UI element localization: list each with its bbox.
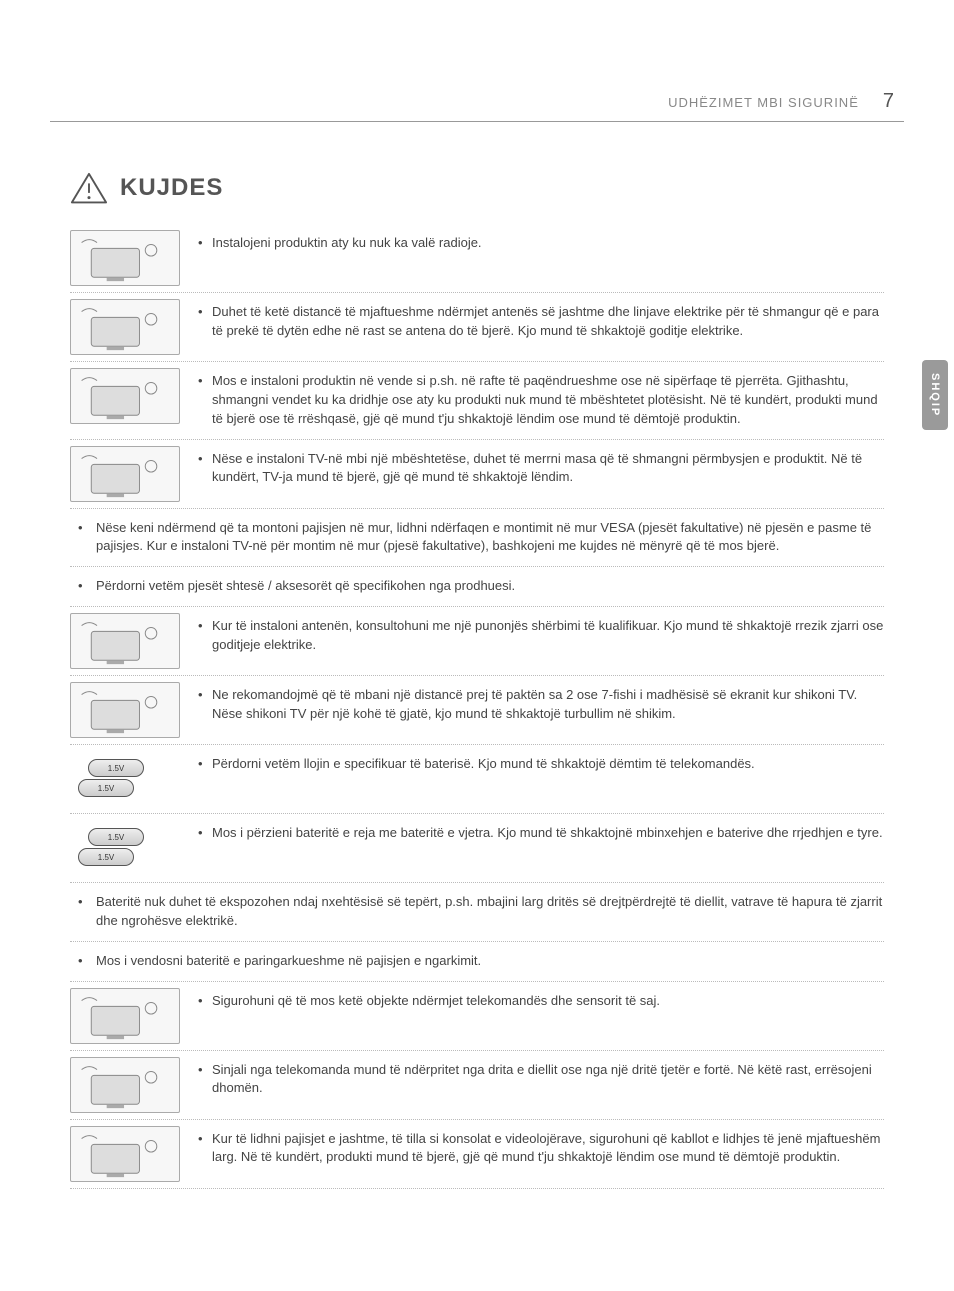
- safety-text: Sigurohuni që të mos ketë objekte ndërmj…: [198, 992, 884, 1011]
- bullet-block: Sinjali nga telekomanda mund të ndërprit…: [194, 1057, 884, 1113]
- bullet-block: Duhet të ketë distancë të mjaftueshme nd…: [194, 299, 884, 355]
- illustration-thumb: [70, 446, 180, 502]
- bullet-block: Nëse e instaloni TV-në mbi një mbështetë…: [194, 446, 884, 502]
- safety-row: Nëse e instaloni TV-në mbi një mbështetë…: [70, 440, 884, 509]
- illustration-thumb: [70, 230, 180, 286]
- safety-row: Mos i vendosni bateritë e paringarkueshm…: [70, 942, 884, 982]
- illustration-thumb: [70, 1126, 180, 1182]
- safety-text: Sinjali nga telekomanda mund të ndërprit…: [198, 1061, 884, 1099]
- safety-row: 1.5V1.5V Mos i përzieni bateritë e reja m…: [70, 814, 884, 883]
- page-number: 7: [883, 90, 894, 113]
- language-tab: SHQIP: [922, 360, 948, 430]
- safety-text: Përdorni vetëm llojin e specifikuar të b…: [198, 755, 884, 774]
- safety-row: 1.5V1.5V Përdorni vetëm llojin e specifik…: [70, 745, 884, 814]
- safety-row: Instalojeni produktin aty ku nuk ka valë…: [70, 224, 884, 293]
- safety-text: Nëse keni ndërmend që ta montoni pajisje…: [78, 519, 884, 557]
- safety-text: Mos e instaloni produktin në vende si p.…: [198, 372, 884, 429]
- caution-triangle-icon: [70, 172, 108, 204]
- safety-text: Nëse e instaloni TV-në mbi një mbështetë…: [198, 450, 884, 488]
- bullet-block: Instalojeni produktin aty ku nuk ka valë…: [194, 230, 884, 286]
- bullet-block: Bateritë nuk duhet të ekspozohen ndaj nx…: [70, 889, 884, 935]
- bullet-block: Mos i përzieni bateritë e reja me bateri…: [194, 820, 884, 876]
- illustration-thumb: [70, 613, 180, 669]
- illustration-thumb: [70, 988, 180, 1044]
- illustration-batteries: 1.5V1.5V: [70, 751, 180, 807]
- section-title: KUJDES: [120, 174, 223, 202]
- bullet-block: Ne rekomandojmë që të mbani një distancë…: [194, 682, 884, 738]
- safety-row: Përdorni vetëm pjesët shtesë / aksesorët…: [70, 567, 884, 607]
- bullet-block: Përdorni vetëm pjesët shtesë / aksesorët…: [70, 573, 884, 600]
- safety-text: Përdorni vetëm pjesët shtesë / aksesorët…: [78, 577, 884, 596]
- illustration-thumb: [70, 1057, 180, 1113]
- safety-text: Kur të lidhni pajisjet e jashtme, të til…: [198, 1130, 884, 1168]
- illustration-thumb: [70, 368, 180, 424]
- safety-items-list: Instalojeni produktin aty ku nuk ka valë…: [70, 224, 884, 1189]
- safety-row: Bateritë nuk duhet të ekspozohen ndaj nx…: [70, 883, 884, 942]
- safety-row: Nëse keni ndërmend që ta montoni pajisje…: [70, 509, 884, 568]
- safety-text: Ne rekomandojmë që të mbani një distancë…: [198, 686, 884, 724]
- bullet-block: Përdorni vetëm llojin e specifikuar të b…: [194, 751, 884, 807]
- safety-row: Duhet të ketë distancë të mjaftueshme nd…: [70, 293, 884, 362]
- safety-row: Mos e instaloni produktin në vende si p.…: [70, 362, 884, 440]
- illustration-thumb: [70, 682, 180, 738]
- safety-row: Kur të lidhni pajisjet e jashtme, të til…: [70, 1120, 884, 1189]
- bullet-block: Mos i vendosni bateritë e paringarkueshm…: [70, 948, 884, 975]
- safety-text: Kur të instaloni antenën, konsultohuni m…: [198, 617, 884, 655]
- safety-row: Sigurohuni që të mos ketë objekte ndërmj…: [70, 982, 884, 1051]
- safety-row: Sinjali nga telekomanda mund të ndërprit…: [70, 1051, 884, 1120]
- safety-row: Kur të instaloni antenën, konsultohuni m…: [70, 607, 884, 676]
- bullet-block: Nëse keni ndërmend që ta montoni pajisje…: [70, 515, 884, 561]
- bullet-block: Kur të instaloni antenën, konsultohuni m…: [194, 613, 884, 669]
- bullet-block: Sigurohuni që të mos ketë objekte ndërmj…: [194, 988, 884, 1044]
- header-section-title: UDHËZIMET MBI SIGURINË: [668, 95, 859, 110]
- illustration-batteries: 1.5V1.5V: [70, 820, 180, 876]
- safety-text: Mos i vendosni bateritë e paringarkueshm…: [78, 952, 884, 971]
- safety-text: Bateritë nuk duhet të ekspozohen ndaj nx…: [78, 893, 884, 931]
- safety-text: Instalojeni produktin aty ku nuk ka valë…: [198, 234, 884, 253]
- safety-text: Duhet të ketë distancë të mjaftueshme nd…: [198, 303, 884, 341]
- bullet-block: Mos e instaloni produktin në vende si p.…: [194, 368, 884, 433]
- illustration-thumb: [70, 299, 180, 355]
- safety-row: Ne rekomandojmë që të mbani një distancë…: [70, 676, 884, 745]
- safety-text: Mos i përzieni bateritë e reja me bateri…: [198, 824, 884, 843]
- bullet-block: Kur të lidhni pajisjet e jashtme, të til…: [194, 1126, 884, 1182]
